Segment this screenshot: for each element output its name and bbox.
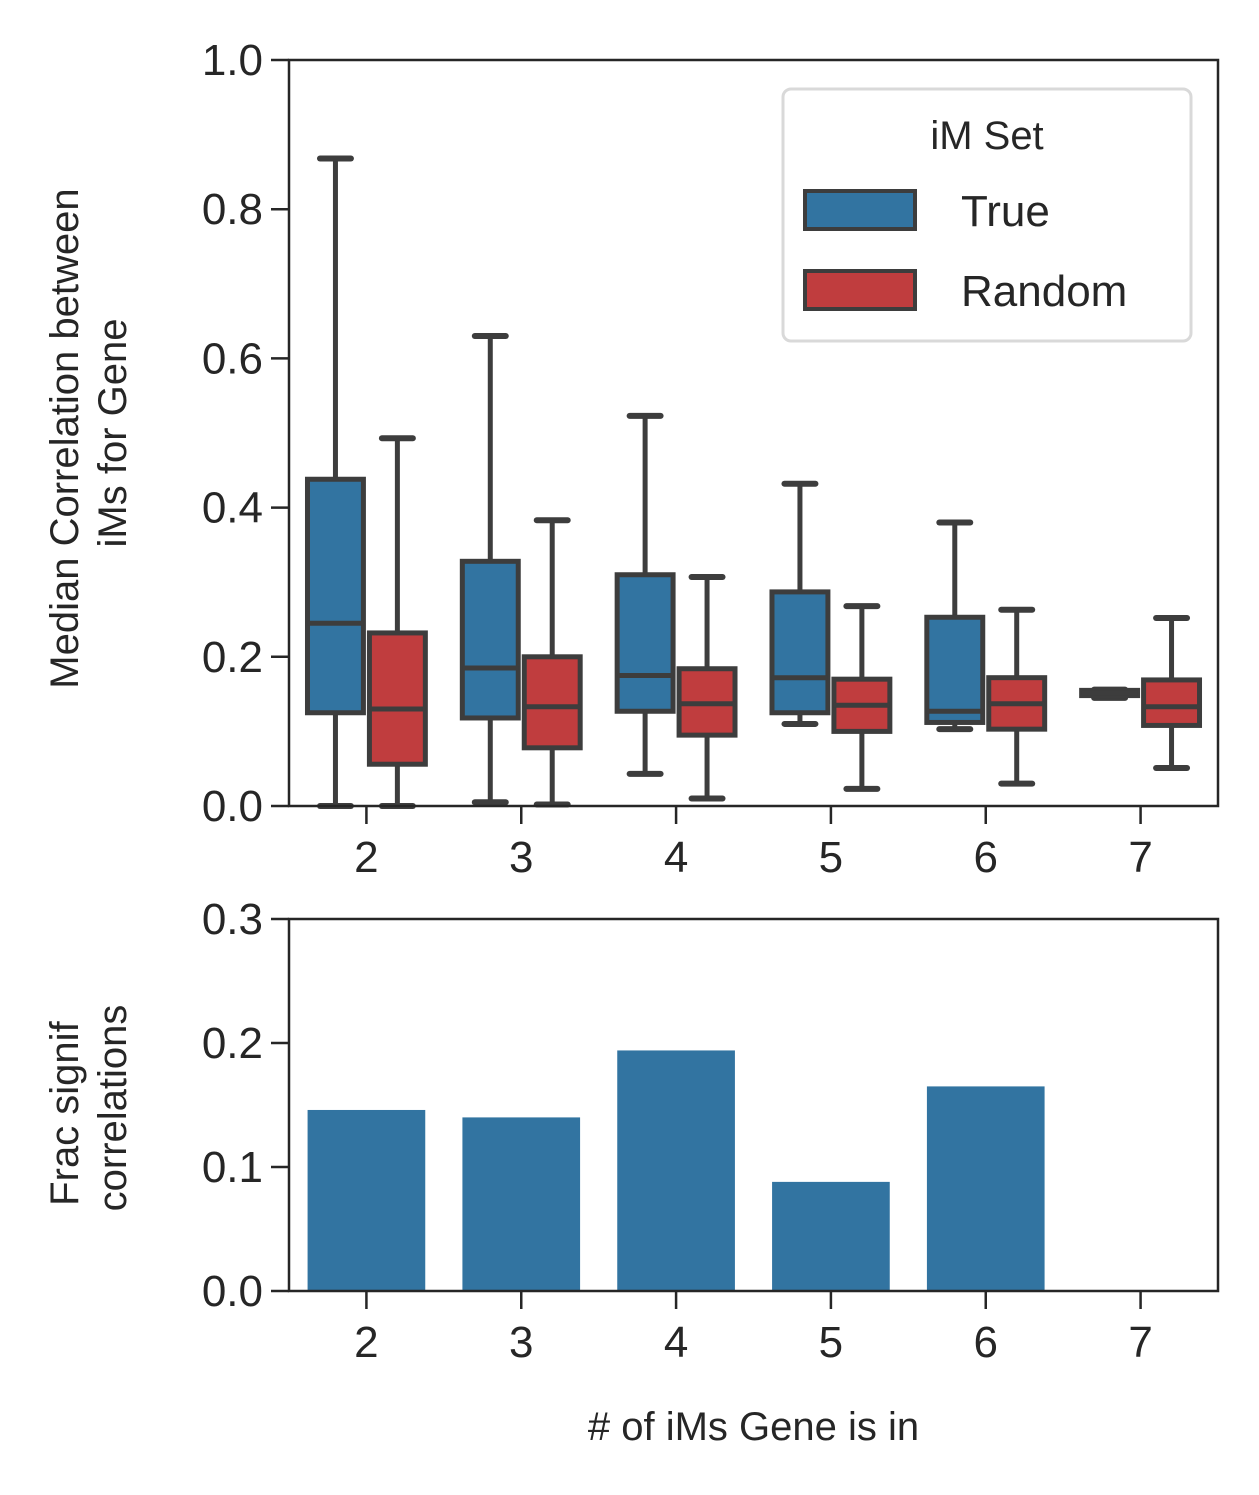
bar-frame	[287, 917, 1220, 1293]
box-iqr	[366, 630, 428, 767]
legend-swatch-random	[803, 269, 917, 311]
box-iqr	[459, 558, 521, 721]
legend-label-true: True	[961, 187, 1050, 236]
bar-6	[926, 1086, 1045, 1291]
bar-3	[462, 1117, 581, 1291]
legend-swatch-true	[803, 189, 917, 231]
boxplot-x-tick-label: 7	[1128, 833, 1152, 882]
bar-4	[617, 1050, 735, 1291]
legend-title: iM Set	[930, 114, 1043, 158]
bar-2	[307, 1109, 426, 1291]
box-true-6	[924, 519, 986, 733]
bar-y-tick-label: 0.0	[202, 1267, 263, 1316]
box-true-4	[614, 412, 676, 777]
boxplot-x-tick-label: 4	[664, 833, 688, 882]
boxplot-y-tick-label: 0.4	[202, 484, 263, 533]
bar-axes: 0.0 0.1 0.2 0.3 2 3 4 5 6 7	[202, 895, 1220, 1367]
bar-y-axis-title-line1: Frac signif	[43, 1020, 87, 1205]
box-iqr	[769, 589, 831, 716]
box-true-2	[304, 155, 366, 809]
box-random-3	[521, 517, 583, 808]
boxplot-y-axis-title: Median Correlation between iMs for Gene	[43, 177, 135, 688]
bar-x-tick-label: 3	[509, 1318, 533, 1367]
boxplot-x-tick-label: 3	[509, 833, 533, 882]
bar-x-tick-label: 6	[974, 1318, 998, 1367]
box-true-5	[769, 480, 831, 727]
boxplot-y-tick-label: 0.8	[202, 185, 263, 234]
boxplot-axes: 0.0 0.2 0.4 0.6 0.8 1.0 2 3 4 5 6 7	[202, 36, 1220, 882]
box-iqr	[304, 476, 366, 716]
box-iqr	[614, 572, 676, 714]
bar-x-axis-title: # of iMs Gene is in	[588, 1405, 919, 1449]
bar-panel: 0.0 0.1 0.2 0.3 2 3 4 5 6 7 Frac signif correlati…	[43, 895, 1220, 1449]
boxplot-y-tick-label: 0.6	[202, 334, 263, 383]
bar-5	[772, 1181, 890, 1291]
boxplot-frame	[287, 58, 1220, 808]
boxplot-x-tick-label: 5	[819, 833, 843, 882]
bar-y-axis-title-line2: correlations	[91, 1005, 135, 1212]
bar-marks	[307, 1050, 1045, 1291]
box-iqr	[924, 614, 986, 725]
boxplot-y-axis-title-line1: Median Correlation between	[43, 188, 87, 688]
boxplot-y-tick-label: 0.2	[202, 633, 263, 682]
bar-y-tick-label: 0.2	[202, 1019, 263, 1068]
box-true-3	[459, 333, 521, 806]
legend: iM Set True Random	[781, 87, 1193, 343]
bar-y-tick-label: 0.3	[202, 895, 263, 944]
boxplot-x-tick-label: 6	[974, 833, 998, 882]
bar-y-axis-title: Frac signif correlations	[43, 1005, 135, 1212]
bar-x-tick-label: 7	[1128, 1318, 1152, 1367]
box-random-2	[366, 435, 428, 809]
box-iqr	[1141, 677, 1203, 728]
box-random-4	[676, 573, 738, 802]
boxplot-y-tick-label: 1.0	[202, 36, 263, 85]
box-random-6	[986, 606, 1048, 787]
boxplot-marks	[304, 155, 1203, 809]
box-iqr	[521, 654, 583, 751]
boxplot-y-axis-title-line2: iMs for Gene	[91, 319, 135, 548]
legend-label-random: Random	[961, 267, 1127, 316]
bar-x-tick-label: 2	[354, 1318, 378, 1367]
bar-x-tick-label: 5	[819, 1318, 843, 1367]
box-true-7	[1079, 686, 1141, 701]
boxplot-x-tick-label: 2	[354, 833, 378, 882]
bar-x-tick-label: 4	[664, 1318, 688, 1367]
box-random-5	[831, 603, 893, 792]
bar-y-tick-label: 0.1	[202, 1143, 263, 1192]
boxplot-panel: 0.0 0.2 0.4 0.6 0.8 1.0 2 3 4 5 6 7 iM Set True Ran…	[43, 36, 1220, 882]
box-random-7	[1141, 615, 1203, 771]
boxplot-y-tick-label: 0.0	[202, 782, 263, 831]
